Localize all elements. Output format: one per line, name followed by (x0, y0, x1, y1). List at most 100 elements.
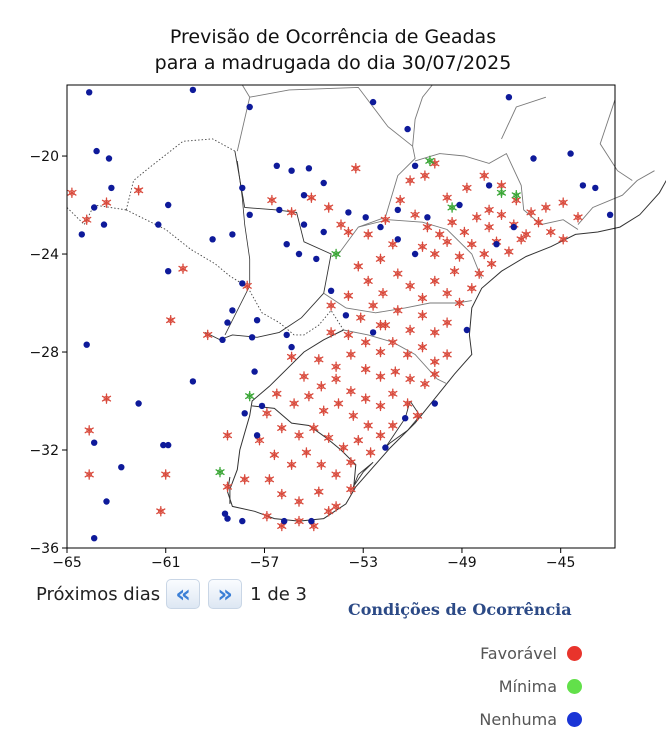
station-nenhuma-30 (404, 125, 411, 133)
station-favoravel-70 (486, 258, 497, 270)
station-nenhuma-36 (592, 184, 599, 192)
station-favoravel-49 (430, 248, 440, 260)
border-paraguay-river (224, 160, 251, 336)
station-favoravel-93 (361, 363, 371, 375)
station-nenhuma-68 (83, 341, 90, 348)
next-button[interactable]: » (208, 579, 243, 609)
station-nenhuma-71 (91, 535, 98, 542)
x-tick-label: −65 (52, 555, 82, 571)
station-favoravel-137 (331, 501, 341, 512)
station-favoravel-65 (430, 275, 440, 287)
station-nenhuma-66 (165, 441, 172, 449)
legend-swatch-nenhuma (567, 712, 582, 727)
station-favoravel-21 (380, 214, 391, 225)
legend-item-minima: Mínima (348, 670, 588, 703)
station-nenhuma-17 (239, 184, 246, 192)
station-nenhuma-52 (424, 214, 431, 221)
station-favoravel-123 (338, 442, 349, 453)
state-border-6 (343, 329, 448, 385)
legend-item-favoravel: Favorável (348, 637, 588, 670)
border-argentina-paraguay (125, 209, 250, 289)
map-geography (66, 84, 666, 522)
station-nenhuma-39 (229, 231, 236, 238)
station-favoravel-108 (412, 410, 423, 421)
station-favoravel-36 (422, 221, 433, 233)
station-favoravel-74 (368, 300, 378, 311)
station-nenhuma-19 (276, 206, 283, 214)
station-favoravel-31 (526, 207, 536, 218)
station-favoravel-97 (420, 378, 430, 390)
station-favoravel-50 (442, 236, 452, 248)
station-favoravel-56 (516, 234, 526, 245)
state-border-10 (599, 99, 633, 181)
station-favoravel-59 (353, 261, 363, 272)
plot-frame (66, 84, 616, 549)
station-favoravel-114 (348, 410, 358, 421)
station-favoravel-6 (84, 469, 94, 480)
station-nenhuma-70 (103, 498, 110, 505)
chart-title-line1: Previsão de Ocorrência de Geadas (169, 26, 497, 48)
station-favoravel-40 (472, 212, 482, 223)
legend-label-favoravel: Favorável (480, 644, 557, 663)
station-nenhuma-21 (283, 241, 290, 248)
station-minima-3 (511, 189, 521, 201)
station-favoravel-143 (324, 506, 334, 517)
x-tick-label: −49 (447, 555, 477, 571)
station-nenhuma-50 (394, 236, 401, 243)
chart-title: Previsão de Ocorrência de Geadas para a … (0, 24, 666, 76)
station-favoravel-13 (222, 430, 233, 441)
station-favoravel-72 (326, 300, 336, 311)
station-favoravel-95 (390, 366, 400, 377)
station-favoravel-33 (558, 197, 568, 208)
station-favoravel-115 (363, 420, 373, 431)
station-nenhuma-72 (221, 510, 229, 517)
station-favoravel-122 (324, 432, 334, 444)
border-bolivia-paraguay (125, 138, 236, 211)
y-tick-label: −20 (29, 149, 59, 165)
station-favoravel-58 (375, 253, 386, 265)
station-nenhuma-78 (241, 410, 248, 417)
station-favoravel-60 (363, 275, 373, 287)
station-nenhuma-10 (189, 86, 197, 94)
station-favoravel-19 (336, 219, 346, 230)
station-nenhuma-4 (91, 204, 98, 211)
station-favoravel-138 (346, 483, 356, 495)
station-nenhuma-8 (165, 201, 172, 209)
station-favoravel-106 (388, 388, 398, 399)
station-minima-1 (447, 202, 457, 213)
station-favoravel-125 (365, 447, 376, 458)
legend-title: Condições de Ocorrência (348, 600, 572, 619)
border-argentina-bolivia (66, 204, 127, 226)
previous-button[interactable]: « (166, 579, 201, 609)
station-favoravel-141 (294, 515, 304, 527)
station-nenhuma-44 (248, 334, 256, 341)
station-favoravel-92 (346, 349, 356, 360)
station-favoravel-5 (101, 393, 112, 404)
station-favoravel-134 (277, 488, 287, 500)
station-favoravel-120 (294, 430, 304, 441)
station-favoravel-11 (203, 329, 213, 341)
station-favoravel-116 (375, 430, 386, 441)
station-nenhuma-73 (224, 515, 231, 522)
station-favoravel-68 (467, 283, 477, 294)
station-favoravel-84 (388, 336, 398, 348)
station-favoravel-149 (484, 204, 494, 216)
station-favoravel-4 (84, 425, 94, 436)
station-favoravel-101 (316, 381, 326, 392)
station-nenhuma-18 (246, 211, 253, 218)
lagoa-mirim (352, 461, 374, 488)
double-chevron-left-icon: « (175, 580, 191, 608)
station-nenhuma-46 (288, 343, 295, 351)
station-nenhuma-22 (295, 250, 303, 258)
station-favoravel-64 (417, 292, 428, 304)
station-favoravel-27 (462, 182, 472, 194)
state-border-3 (501, 96, 547, 140)
station-favoravel-18 (351, 163, 361, 174)
station-favoravel-47 (558, 234, 568, 245)
station-favoravel-88 (442, 349, 452, 360)
state-border-2 (414, 152, 579, 230)
station-favoravel-73 (356, 312, 366, 323)
station-favoravel-131 (331, 469, 341, 480)
station-favoravel-103 (346, 385, 356, 397)
y-tick-label: −24 (29, 247, 59, 263)
